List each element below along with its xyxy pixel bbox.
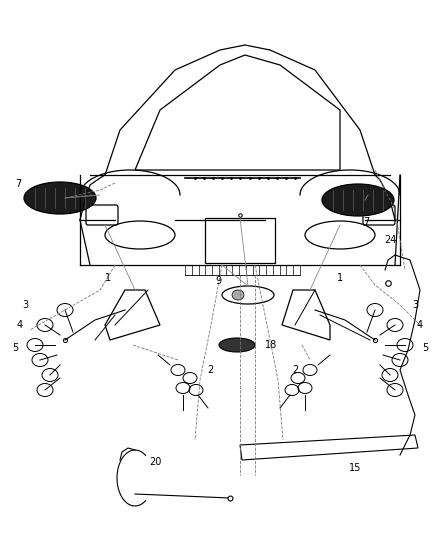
Ellipse shape (219, 338, 255, 352)
Text: 7: 7 (15, 179, 21, 189)
Ellipse shape (322, 184, 394, 216)
Text: 5: 5 (12, 343, 18, 353)
Text: 1: 1 (337, 273, 343, 283)
Text: 7: 7 (363, 217, 369, 227)
Text: 15: 15 (349, 463, 361, 473)
Text: 20: 20 (149, 457, 161, 467)
Text: 5: 5 (422, 343, 428, 353)
Ellipse shape (232, 290, 244, 300)
Text: 4: 4 (17, 320, 23, 330)
Text: 4: 4 (417, 320, 423, 330)
Text: 3: 3 (412, 300, 418, 310)
Text: 18: 18 (265, 340, 277, 350)
Text: 2: 2 (292, 365, 298, 375)
Text: 1: 1 (105, 273, 111, 283)
Text: 9: 9 (215, 276, 221, 286)
Ellipse shape (24, 182, 96, 214)
Text: 2: 2 (207, 365, 213, 375)
Text: 3: 3 (22, 300, 28, 310)
Text: 24: 24 (384, 235, 396, 245)
